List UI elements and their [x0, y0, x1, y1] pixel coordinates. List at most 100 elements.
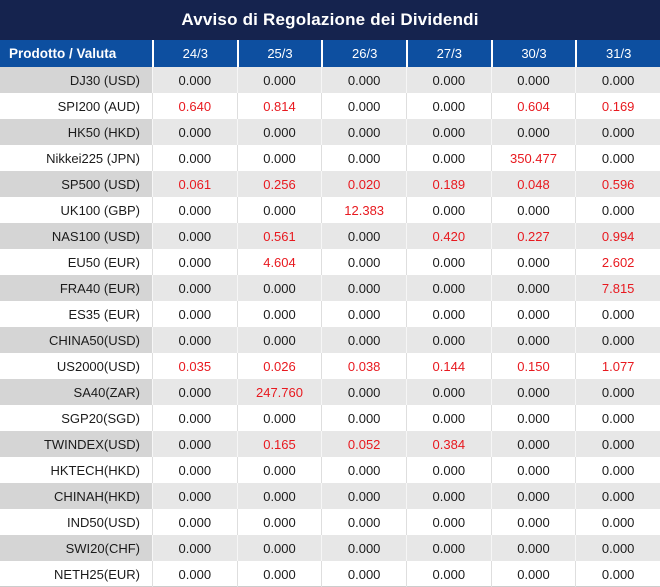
table-row: NAS100 (USD) 0.000 0.561 0.000 0.420 0.227 0.9…: [0, 223, 660, 249]
dividend-value-cell: 0.814: [236, 93, 322, 119]
dividend-value-cell: 0.000: [490, 457, 576, 483]
table-row: ES35 (EUR) 0.000 0.000 0.000 0.000 0.000 0.000: [0, 301, 660, 327]
dividend-value-cell: 0.000: [490, 249, 576, 275]
dividend-value-cell: 0.000: [152, 327, 237, 353]
product-label: US2000(USD): [56, 358, 140, 374]
dividend-value-cell: 0.000: [405, 301, 491, 327]
product-label: TWINDEX(USD): [0, 431, 152, 457]
table-row: SGP20(SGD) 0.000 0.000 0.000 0.000 0.000 0.000: [0, 405, 660, 431]
column-header-date-5: 30/3: [490, 40, 576, 67]
dividend-value-cell: 12.383: [321, 197, 406, 223]
dividend-value-cell: 0.020: [321, 171, 406, 197]
dividend-value-cell: 0.000: [236, 457, 322, 483]
dividend-value-cell: 0.420: [405, 223, 491, 249]
dividend-value-cell: 0.000: [405, 379, 491, 405]
table-row: US2000(USD) 0.035 0.026 0.038 0.144 0.150 1.07…: [0, 353, 660, 379]
dividend-value-cell: 0.000: [575, 301, 660, 327]
dividend-value-cell: 0.000: [152, 275, 237, 301]
dividend-value-cell: 0.000: [405, 483, 491, 509]
column-header-date-4: 27/3: [405, 40, 491, 67]
dividend-value-cell: 0.000: [236, 483, 322, 509]
dividend-value-cell: 0.000: [490, 379, 576, 405]
product-label: CHINAH(HKD): [0, 483, 152, 509]
dividend-value-cell: 0.000: [405, 119, 491, 145]
dividend-value-cell: 0.000: [152, 509, 237, 535]
dividend-value-cell: 0.000: [575, 327, 660, 353]
dividend-value-cell: 0.000: [405, 67, 491, 93]
dividend-value-cell: 0.035: [152, 353, 237, 379]
product-label: IND50(USD): [67, 514, 140, 530]
dividend-value-cell: 0.000: [236, 509, 322, 535]
product-label: HKTECH(HKD): [50, 462, 140, 478]
dividend-value-cell: 0.000: [405, 93, 491, 119]
dividend-value-cell: 0.000: [490, 431, 576, 457]
dividend-value-cell: 0.000: [405, 197, 491, 223]
dividend-value-cell: 350.477: [490, 145, 576, 171]
dividend-value-cell: 0.000: [321, 275, 406, 301]
dividend-value-cell: 0.000: [236, 119, 322, 145]
dividend-value-cell: 0.000: [321, 457, 406, 483]
product-label: NETH25(EUR): [54, 566, 140, 582]
dividend-value-cell: 0.000: [152, 535, 237, 561]
dividend-value-cell: 0.000: [321, 249, 406, 275]
dividend-value-cell: 0.052: [321, 431, 406, 457]
dividend-value-cell: 0.144: [405, 353, 491, 379]
dividend-value-cell: 0.000: [490, 561, 576, 587]
dividend-value-cell: 0.000: [490, 301, 576, 327]
dividend-value-cell: 0.000: [321, 405, 406, 431]
product-label: HK50 (HKD): [0, 119, 152, 145]
dividend-value-cell: 0.000: [152, 223, 237, 249]
product-label: SPI200 (AUD): [57, 98, 140, 114]
dividend-value-cell: 0.000: [405, 249, 491, 275]
dividend-value-cell: 1.077: [575, 353, 660, 379]
product-label: ES35 (EUR): [68, 306, 140, 322]
dividend-value-cell: 0.994: [575, 223, 660, 249]
dividend-value-cell: 0.000: [152, 405, 237, 431]
product-label: FRA40 (EUR): [0, 275, 152, 301]
dividend-value-cell: 0.000: [490, 509, 576, 535]
product-label: NAS100 (USD): [0, 223, 152, 249]
dividend-value-cell: 0.150: [490, 353, 576, 379]
page-title: Avviso di Regolazione dei Dividendi: [0, 0, 660, 40]
table-row: TWINDEX(USD) 0.000 0.165 0.052 0.384 0.000 0.0…: [0, 431, 660, 457]
dividend-value-cell: 0.000: [405, 405, 491, 431]
dividend-value-cell: 0.000: [405, 457, 491, 483]
table-row: CHINA50(USD) 0.000 0.000 0.000 0.000 0.000 0.0…: [0, 327, 660, 353]
dividend-value-cell: 0.000: [575, 197, 660, 223]
dividend-value-cell: 0.000: [575, 119, 660, 145]
dividend-value-cell: 0.000: [321, 327, 406, 353]
dividend-value-cell: 0.000: [236, 301, 322, 327]
dividend-value-cell: 0.000: [575, 483, 660, 509]
dividend-value-cell: 0.000: [405, 327, 491, 353]
dividend-value-cell: 0.640: [152, 93, 237, 119]
table-row: CHINAH(HKD) 0.000 0.000 0.000 0.000 0.000 0.00…: [0, 483, 660, 509]
dividend-value-cell: 0.000: [321, 301, 406, 327]
dividend-value-cell: 0.000: [152, 197, 237, 223]
dividend-value-cell: 0.000: [405, 275, 491, 301]
table-row: SWI20(CHF) 0.000 0.000 0.000 0.000 0.000 0.000: [0, 535, 660, 561]
dividend-value-cell: 0.000: [152, 67, 237, 93]
dividend-value-cell: 0.000: [575, 67, 660, 93]
table-row: HK50 (HKD) 0.000 0.000 0.000 0.000 0.000 0.000: [0, 119, 660, 145]
dividend-value-cell: 0.000: [152, 483, 237, 509]
dividend-value-cell: 0.189: [405, 171, 491, 197]
dividend-value-cell: 0.561: [236, 223, 322, 249]
dividend-value-cell: 0.000: [152, 431, 237, 457]
table-body: DJ30 (USD) 0.000 0.000 0.000 0.000 0.000 0.000…: [0, 67, 660, 587]
dividend-value-cell: 2.602: [575, 249, 660, 275]
dividend-value-cell: 0.256: [236, 171, 322, 197]
dividend-value-cell: 0.000: [152, 301, 237, 327]
dividend-value-cell: 0.000: [490, 327, 576, 353]
dividend-value-cell: 0.000: [152, 119, 237, 145]
dividend-value-cell: 0.000: [321, 535, 406, 561]
dividend-value-cell: 0.000: [490, 67, 576, 93]
dividend-value-cell: 0.000: [575, 431, 660, 457]
dividend-value-cell: 0.169: [575, 93, 660, 119]
dividend-value-cell: 0.000: [236, 145, 322, 171]
dividend-value-cell: 0.048: [490, 171, 576, 197]
table-row: NETH25(EUR) 0.000 0.000 0.000 0.000 0.000 0.00…: [0, 561, 660, 587]
product-label: DJ30 (USD): [0, 67, 152, 93]
product-label: CHINA50(USD): [0, 327, 152, 353]
dividend-value-cell: 0.000: [236, 327, 322, 353]
